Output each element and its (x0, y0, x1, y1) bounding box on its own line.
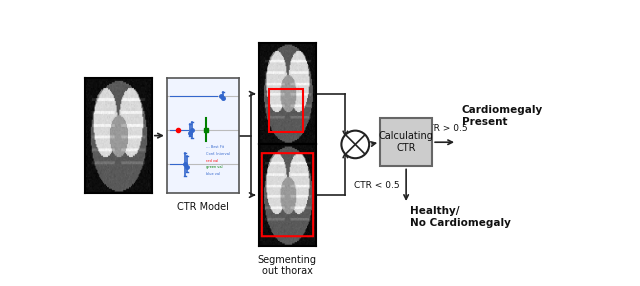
Text: Healthy/
No Cardiomegaly: Healthy/ No Cardiomegaly (410, 206, 511, 228)
Text: CTR > 0.5: CTR > 0.5 (422, 124, 467, 133)
Text: CTR < 0.5: CTR < 0.5 (353, 181, 399, 190)
Text: Segmenting
out heart: Segmenting out heart (257, 153, 317, 175)
FancyBboxPatch shape (380, 118, 432, 166)
Text: CTR Model: CTR Model (177, 202, 228, 212)
Text: Segmenting
out thorax: Segmenting out thorax (257, 255, 317, 276)
Text: Cardiomegaly
Present: Cardiomegaly Present (462, 105, 543, 127)
Ellipse shape (341, 131, 369, 158)
Text: Calculating
CTR: Calculating CTR (379, 132, 433, 153)
